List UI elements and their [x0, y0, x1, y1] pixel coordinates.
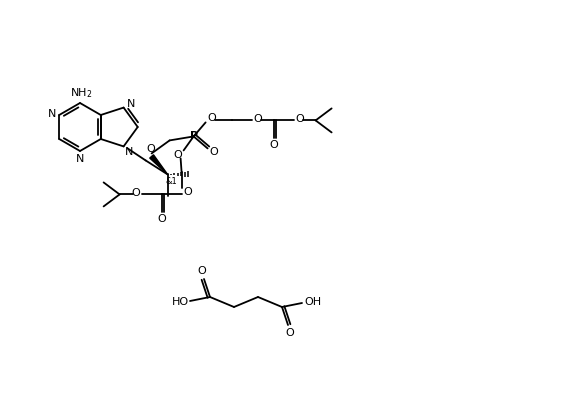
Text: &1: &1	[166, 177, 178, 186]
Text: N: N	[48, 109, 56, 119]
Text: O: O	[157, 214, 166, 224]
Text: O: O	[146, 145, 155, 154]
Text: N: N	[125, 147, 133, 158]
Polygon shape	[149, 155, 168, 175]
Text: P: P	[190, 131, 197, 141]
Text: O: O	[253, 115, 262, 124]
Text: HO: HO	[171, 297, 188, 307]
Text: O: O	[209, 147, 218, 158]
Text: O: O	[183, 188, 192, 197]
Text: O: O	[285, 328, 294, 338]
Text: O: O	[207, 113, 216, 124]
Text: N: N	[76, 154, 84, 164]
Text: N: N	[126, 98, 135, 109]
Text: O: O	[173, 150, 182, 160]
Text: O: O	[295, 115, 304, 124]
Text: O: O	[131, 188, 140, 198]
Text: OH: OH	[305, 297, 321, 307]
Text: O: O	[269, 141, 278, 150]
Text: NH$_2$: NH$_2$	[70, 86, 92, 100]
Text: O: O	[197, 266, 206, 276]
